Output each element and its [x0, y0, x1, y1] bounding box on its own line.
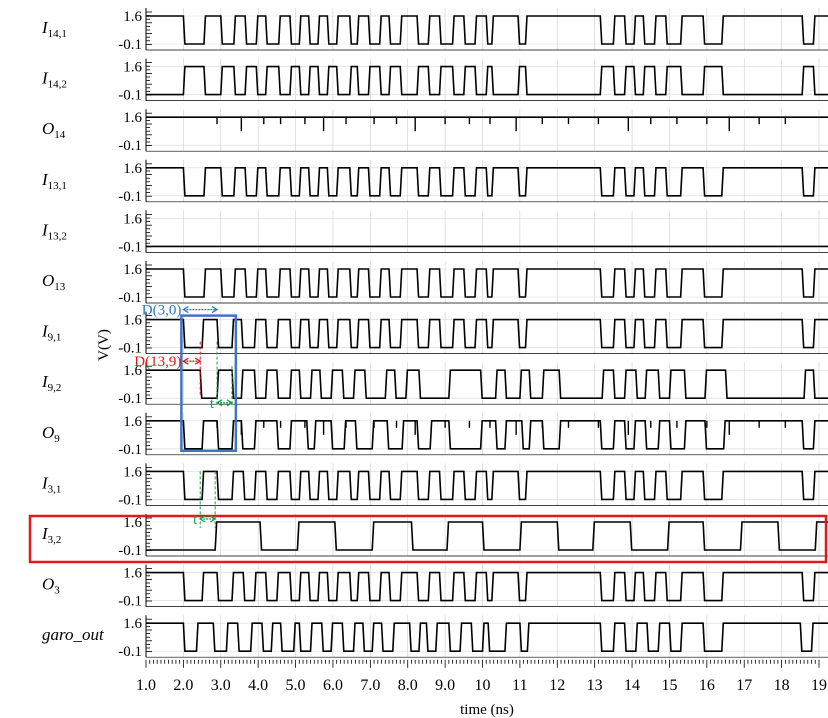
signal-label: I3,1 — [41, 473, 61, 495]
annot-d30-arrow-right — [211, 306, 219, 314]
signal-label: I14,2 — [41, 69, 67, 91]
y-level-high: 1.6 — [123, 262, 142, 278]
y-level-high: 1.6 — [123, 161, 142, 177]
row-highlight-box — [28, 514, 828, 564]
annot-d139-label: D(13,9) — [134, 354, 181, 370]
waveform-trace — [146, 369, 828, 399]
y-level-high: 1.6 — [123, 313, 142, 329]
row-i9-1: 1.6 -0.1 I9,1 — [41, 311, 828, 357]
row-garo-out: 1.6 -0.1 garo_out — [42, 615, 828, 660]
x-tick-label: 16 — [699, 677, 715, 694]
y-level-low: -0.1 — [118, 88, 142, 104]
waveform-trace — [146, 268, 828, 298]
x-tick-label: 15 — [661, 677, 677, 694]
signal-label: O13 — [42, 271, 66, 293]
row-i13-1: 1.6 -0.1 I13,1 — [41, 159, 828, 205]
waveform-trace — [146, 622, 828, 652]
row-i3-2: 1.6 -0.1 I3,2 — [41, 514, 828, 559]
annot-d30-arrow-left — [182, 306, 189, 314]
signal-label: I14,1 — [41, 18, 67, 40]
x-tick-label: 3.0 — [211, 677, 231, 694]
y-level-high: 1.6 — [123, 211, 142, 227]
signal-label: O14 — [42, 119, 66, 141]
x-tick-label: 5.0 — [286, 677, 306, 694]
signal-label: O9 — [42, 423, 60, 445]
y-level-low: -0.1 — [118, 543, 142, 559]
annot-t2-label: t — [193, 512, 198, 528]
x-tick-label: 11 — [512, 677, 527, 694]
y-level-low: -0.1 — [118, 442, 142, 458]
row-o13: 1.6 -0.1 O13 — [42, 261, 828, 306]
y-level-high: 1.6 — [123, 110, 142, 126]
x-tick-label: 6.0 — [323, 677, 343, 694]
row-o9: 1.6 -0.1 O9 — [42, 412, 828, 458]
annot-d139-arrow-left — [182, 357, 189, 365]
y-level-high: 1.6 — [123, 414, 142, 430]
y-level-low: -0.1 — [118, 594, 142, 610]
waveform-trace — [146, 167, 828, 197]
annot-d139-arrow-right — [194, 357, 202, 365]
x-tick-label: 19 — [811, 677, 827, 694]
waveform-trace — [146, 15, 828, 45]
y-level-low: -0.1 — [118, 341, 142, 357]
y-level-low: -0.1 — [118, 138, 142, 154]
y-level-high: 1.6 — [123, 464, 142, 480]
waveform-trace — [146, 420, 828, 450]
signal-label: I3,2 — [41, 524, 61, 546]
y-level-high: 1.6 — [123, 9, 142, 25]
y-level-low: -0.1 — [118, 492, 142, 508]
highlight-box — [180, 314, 238, 453]
y-level-high: 1.6 — [123, 566, 142, 582]
signal-label: I13,2 — [41, 220, 67, 242]
x-tick-label: 4.0 — [248, 677, 268, 694]
y-level-high: 1.6 — [123, 515, 142, 531]
y-level-low: -0.1 — [118, 189, 142, 205]
y-axis-label: V(V) — [96, 329, 112, 361]
y-level-low: -0.1 — [118, 391, 142, 407]
waveform-trace — [146, 65, 828, 96]
y-level-low: -0.1 — [118, 37, 142, 53]
x-tick-label: 17 — [736, 677, 752, 694]
annot-t1-label: t — [210, 396, 215, 412]
waveform-trace — [146, 318, 828, 349]
row-o14: 1.6 -0.1 O14 — [42, 109, 828, 154]
x-tick-label: 13 — [587, 677, 603, 694]
row-i14-2: 1.6 -0.1 I14,2 — [41, 58, 828, 104]
y-level-low: -0.1 — [118, 644, 142, 660]
signal-label: I9,1 — [41, 322, 61, 344]
y-level-low: -0.1 — [118, 239, 142, 255]
waveform-trace — [146, 521, 828, 551]
row-o3: 1.6 -0.1 O3 — [42, 564, 828, 610]
row-i13-2: 1.6 -0.1 I13,2 — [41, 210, 828, 255]
row-i9-2: 1.6 -0.1 I9,2 — [41, 362, 828, 407]
x-tick-label: 14 — [624, 677, 640, 694]
x-tick-label: 2.0 — [173, 677, 193, 694]
signal-label: I13,1 — [41, 170, 67, 192]
row-i14-1: 1.6 -0.1 I14,1 — [41, 8, 828, 53]
y-level-high: 1.6 — [123, 60, 142, 76]
y-level-high: 1.6 — [123, 363, 142, 379]
signal-label: garo_out — [42, 625, 105, 644]
x-tick-label: 18 — [774, 677, 790, 694]
x-axis-label: time (ns) — [460, 702, 514, 718]
x-tick-label: 10 — [475, 677, 491, 694]
x-tick-label: 9.0 — [435, 677, 455, 694]
y-level-low: -0.1 — [118, 290, 142, 306]
row-i3-1: 1.6 -0.1 I3,1 — [41, 463, 828, 508]
x-tick-label: 7.0 — [360, 677, 380, 694]
signal-label: O3 — [42, 575, 60, 597]
x-tick-label: 8.0 — [398, 677, 418, 694]
x-tick-label: 12 — [549, 677, 565, 694]
waveform-trace — [146, 571, 828, 602]
annot-d30-label: D(3,0) — [142, 303, 182, 319]
y-level-high: 1.6 — [123, 616, 142, 632]
signal-label: I9,2 — [41, 372, 61, 394]
x-tick-label: 1.0 — [136, 677, 156, 694]
waveform-trace — [146, 470, 828, 501]
